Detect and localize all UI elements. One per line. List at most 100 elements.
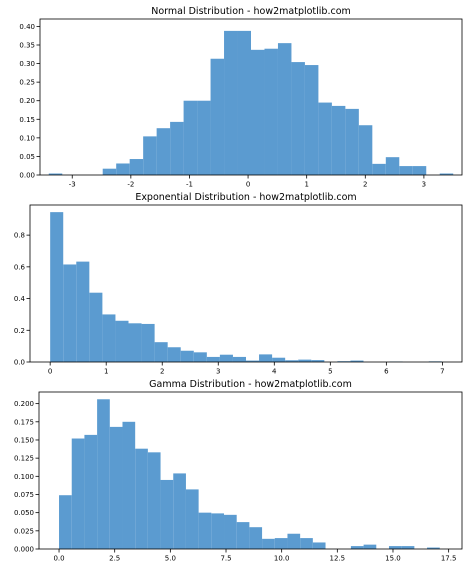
y-tick-label: 0.050: [14, 509, 34, 517]
histogram-bar: [116, 163, 130, 175]
histogram-bar: [259, 354, 273, 362]
histogram-bar: [198, 512, 212, 549]
plot-frame: [39, 18, 463, 176]
x-tick-label: 12.5: [330, 555, 346, 563]
histogram-bar: [264, 48, 278, 175]
y-tick-label: 0.8: [14, 232, 25, 240]
histogram-bar: [63, 264, 77, 362]
histogram-bar: [350, 546, 364, 549]
histogram-bar: [89, 292, 103, 362]
x-tick-label: 1: [304, 181, 308, 189]
plot-frame: [29, 204, 463, 363]
histogram-bar: [180, 350, 194, 362]
histogram-bar: [399, 166, 413, 175]
x-tick-label: 0: [48, 368, 52, 376]
histogram-bar: [50, 212, 64, 362]
y-tick-label: 0.025: [14, 527, 34, 535]
histogram-bar: [331, 105, 346, 175]
y-tick-label: 0.10: [19, 134, 35, 142]
y-tick-label: 0.25: [19, 79, 35, 87]
chart-title: Normal Distribution - how2matplotlib.com: [151, 6, 351, 17]
x-tick-label: 0.0: [53, 555, 64, 563]
histogram-bar: [210, 58, 225, 175]
histogram-bar: [224, 30, 238, 176]
histogram-bar: [141, 323, 155, 362]
histogram-bar: [345, 108, 359, 175]
histogram-bar: [274, 538, 288, 549]
histogram-bar: [71, 438, 85, 549]
histogram-bar: [219, 354, 233, 362]
histogram-bar: [48, 173, 63, 175]
x-tick-label: -3: [69, 181, 76, 189]
histogram-bar: [197, 100, 211, 175]
histogram-bar: [109, 426, 123, 549]
y-tick-label: 0.100: [14, 473, 34, 481]
histogram-bar: [298, 359, 312, 362]
chart-panel-1: Normal Distribution - how2matplotlib.com…: [19, 6, 463, 189]
histogram-bar: [237, 30, 251, 176]
y-tick-label: 0.2: [14, 327, 25, 335]
histogram-bar: [167, 347, 181, 362]
histogram-bar: [385, 157, 400, 175]
histogram-bar: [211, 513, 225, 549]
y-tick-label: 0.150: [14, 436, 34, 444]
histogram-bar: [312, 542, 326, 549]
histogram-bar: [372, 163, 386, 175]
histogram-bar: [300, 538, 313, 549]
x-tick-label: 10.0: [274, 555, 290, 563]
x-tick-label: 6: [384, 368, 389, 376]
histogram-bar: [318, 102, 332, 175]
x-tick-label: 0: [246, 181, 250, 189]
histogram-bar: [183, 100, 198, 175]
histogram-bar: [156, 128, 171, 175]
histogram-bar: [129, 159, 144, 175]
histogram-bar: [287, 533, 301, 549]
histogram-bar: [160, 479, 174, 549]
histogram-bar: [173, 473, 186, 549]
y-tick-label: 0.00: [19, 172, 35, 180]
histogram-bar: [388, 546, 402, 549]
histogram-bar: [439, 173, 454, 175]
histogram-bar: [358, 125, 373, 175]
plot-frame: [38, 391, 463, 550]
histogram-bar: [291, 62, 305, 176]
x-tick-label: 17.5: [441, 555, 457, 563]
chart-title: Exponential Distribution - how2matplotli…: [135, 192, 356, 203]
histogram-bar: [84, 434, 98, 549]
histogram-bar: [76, 261, 90, 362]
x-tick-label: 2: [160, 368, 164, 376]
histogram-bar: [249, 527, 263, 549]
y-tick-label: 0.40: [19, 23, 35, 31]
histogram-bar: [128, 323, 142, 362]
histogram-bar: [412, 166, 427, 175]
histogram-bar: [97, 399, 110, 549]
y-tick-label: 0.05: [19, 153, 35, 161]
x-tick-label: 2.5: [109, 555, 120, 563]
histogram-bar: [285, 360, 299, 362]
histogram-bar: [277, 43, 292, 176]
histogram-bar: [185, 489, 199, 549]
histogram-bar: [272, 357, 286, 362]
x-tick-label: 7.5: [220, 555, 231, 563]
histogram-bar: [224, 514, 237, 549]
y-tick-label: 0.20: [19, 97, 35, 105]
y-tick-label: 0.125: [14, 455, 34, 463]
chart-panel-2: Exponential Distribution - how2matplotli…: [14, 192, 463, 376]
histogram-bar: [262, 538, 275, 549]
y-tick-label: 0.075: [14, 491, 34, 499]
histogram-bar: [236, 522, 250, 549]
y-tick-label: 0.000: [14, 546, 34, 554]
histogram-bar: [304, 65, 319, 175]
histogram-bar: [206, 356, 220, 362]
y-tick-label: 0.35: [19, 42, 35, 50]
y-tick-label: 0.175: [14, 418, 34, 426]
histogram-bar: [251, 49, 265, 176]
histogram-bar: [170, 121, 184, 175]
x-tick-label: 15.0: [385, 555, 401, 563]
x-tick-label: 5.0: [165, 555, 176, 563]
chart-panel-3: Gamma Distribution - how2matplotlib.com 0…: [14, 379, 463, 563]
y-tick-label: 0.4: [14, 295, 26, 303]
x-tick-label: 5: [328, 368, 332, 376]
histogram-bar: [232, 356, 246, 362]
